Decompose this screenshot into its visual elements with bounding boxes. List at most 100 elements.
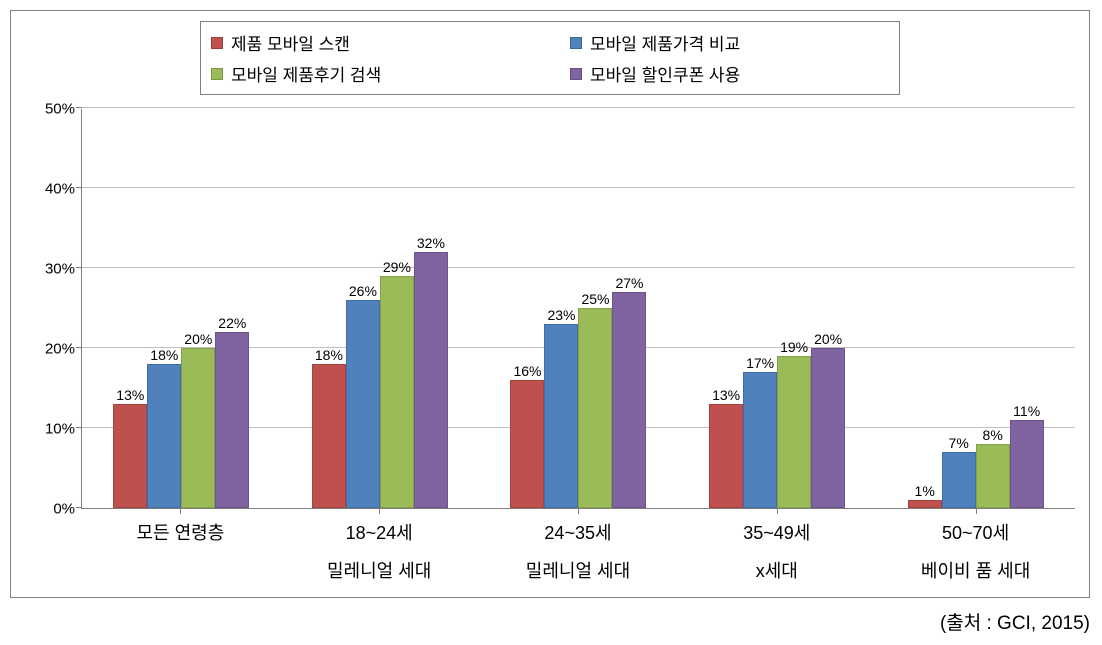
- bar-rect: [414, 252, 448, 508]
- legend-label: 모바일 제품가격 비교: [590, 30, 740, 55]
- bar: 13%: [113, 404, 147, 508]
- bar: 1%: [908, 500, 942, 508]
- bar: 19%: [777, 356, 811, 508]
- bar-rect: [612, 292, 646, 508]
- value-label: 8%: [983, 428, 1003, 442]
- bar-rect: [113, 404, 147, 508]
- bar-rect: [709, 404, 743, 508]
- x-tick-mark: [180, 508, 181, 514]
- bar: 20%: [811, 348, 845, 508]
- value-label: 13%: [712, 388, 740, 402]
- value-label: 26%: [349, 284, 377, 298]
- legend: 제품 모바일 스캔 모바일 제품가격 비교 모바일 제품후기 검색 모바일 할인…: [200, 21, 900, 95]
- bar-rect: [181, 348, 215, 508]
- bar-group: 13%17%19%20%: [678, 109, 877, 508]
- bar-group: 13%18%20%22%: [82, 109, 281, 508]
- x-secondary-label: 밀레니얼 세대: [479, 557, 678, 583]
- bar: 11%: [1010, 420, 1044, 508]
- x-tick-mark: [777, 508, 778, 514]
- bar: 26%: [346, 300, 380, 508]
- value-label: 25%: [581, 292, 609, 306]
- source-citation: (출처 : GCI, 2015): [10, 608, 1090, 635]
- bar: 20%: [181, 348, 215, 508]
- value-label: 27%: [615, 276, 643, 290]
- x-primary-label: 50~70세: [876, 519, 1075, 545]
- x-category: 모든 연령층: [81, 509, 280, 583]
- y-tick-label: 10%: [25, 421, 75, 438]
- bar-rect: [811, 348, 845, 508]
- legend-item: 모바일 할인쿠폰 사용: [570, 61, 889, 86]
- bar-group: 18%26%29%32%: [281, 109, 480, 508]
- bar: 29%: [380, 276, 414, 508]
- x-category: 35~49세 x세대: [677, 509, 876, 583]
- plot-area: 13%18%20%22%18%26%29%32%16%23%25%27%13%1…: [81, 109, 1075, 509]
- bar-rect: [1010, 420, 1044, 508]
- bar: 25%: [578, 308, 612, 508]
- value-label: 16%: [513, 364, 541, 378]
- plot-row: 0%10%20%30%40%50% 13%18%20%22%18%26%29%3…: [25, 109, 1075, 509]
- bar-rect: [578, 308, 612, 508]
- legend-label: 모바일 할인쿠폰 사용: [590, 61, 740, 86]
- x-category: 50~70세베이비 품 세대: [876, 509, 1075, 583]
- gridline: [82, 107, 1075, 108]
- bar-rect: [743, 372, 777, 508]
- value-label: 11%: [1013, 404, 1040, 418]
- legend-swatch-s3: [211, 68, 223, 80]
- bar-rect: [908, 500, 942, 508]
- value-label: 32%: [417, 236, 445, 250]
- x-secondary-label: x세대: [677, 557, 876, 583]
- bar-rect: [510, 380, 544, 508]
- bar: 22%: [215, 332, 249, 508]
- x-axis: 모든 연령층18~24세밀레니얼 세대24~35세밀레니얼 세대35~49세x세…: [81, 509, 1075, 583]
- bar-rect: [976, 444, 1010, 508]
- x-category: 24~35세밀레니얼 세대: [479, 509, 678, 583]
- bar-rect: [312, 364, 346, 508]
- legend-item: 모바일 제품가격 비교: [570, 30, 889, 55]
- value-label: 7%: [949, 436, 969, 450]
- bar: 23%: [544, 324, 578, 508]
- bar: 7%: [942, 452, 976, 508]
- legend-label: 제품 모바일 스캔: [231, 30, 350, 55]
- bar: 17%: [743, 372, 777, 508]
- bar-rect: [777, 356, 811, 508]
- legend-label: 모바일 제품후기 검색: [231, 61, 381, 86]
- value-label: 22%: [218, 316, 246, 330]
- y-tick-label: 30%: [25, 261, 75, 278]
- bar-rect: [544, 324, 578, 508]
- bar-rect: [147, 364, 181, 508]
- legend-item: 제품 모바일 스캔: [211, 30, 530, 55]
- chart-container: 제품 모바일 스캔 모바일 제품가격 비교 모바일 제품후기 검색 모바일 할인…: [10, 10, 1090, 598]
- x-tick-mark: [976, 508, 977, 514]
- x-primary-label: 35~49세: [677, 519, 876, 545]
- x-tick-mark: [578, 508, 579, 514]
- value-label: 13%: [116, 388, 144, 402]
- bar-rect: [380, 276, 414, 508]
- bar-rect: [942, 452, 976, 508]
- x-primary-label: 24~35세: [479, 519, 678, 545]
- value-label: 17%: [746, 356, 774, 370]
- bar-group: 16%23%25%27%: [479, 109, 678, 508]
- y-tick-label: 0%: [25, 501, 75, 518]
- bar: 18%: [312, 364, 346, 508]
- y-tick-label: 40%: [25, 181, 75, 198]
- legend-swatch-s4: [570, 68, 582, 80]
- x-tick-mark: [379, 508, 380, 514]
- bar-group: 1%7%8%11%: [876, 109, 1075, 508]
- y-tick-label: 20%: [25, 341, 75, 358]
- value-label: 19%: [780, 340, 808, 354]
- value-label: 20%: [814, 332, 842, 346]
- x-secondary-label: 베이비 품 세대: [876, 557, 1075, 583]
- legend-item: 모바일 제품후기 검색: [211, 61, 530, 86]
- value-label: 1%: [915, 484, 935, 498]
- y-axis: 0%10%20%30%40%50%: [25, 109, 81, 509]
- bar: 32%: [414, 252, 448, 508]
- bar-rect: [346, 300, 380, 508]
- x-primary-label: 18~24세: [280, 519, 479, 545]
- legend-swatch-s1: [211, 37, 223, 49]
- value-label: 18%: [315, 348, 343, 362]
- y-tick-mark: [76, 107, 82, 108]
- legend-swatch-s2: [570, 37, 582, 49]
- bar: 18%: [147, 364, 181, 508]
- y-tick-label: 50%: [25, 101, 75, 118]
- x-category: 18~24세밀레니얼 세대: [280, 509, 479, 583]
